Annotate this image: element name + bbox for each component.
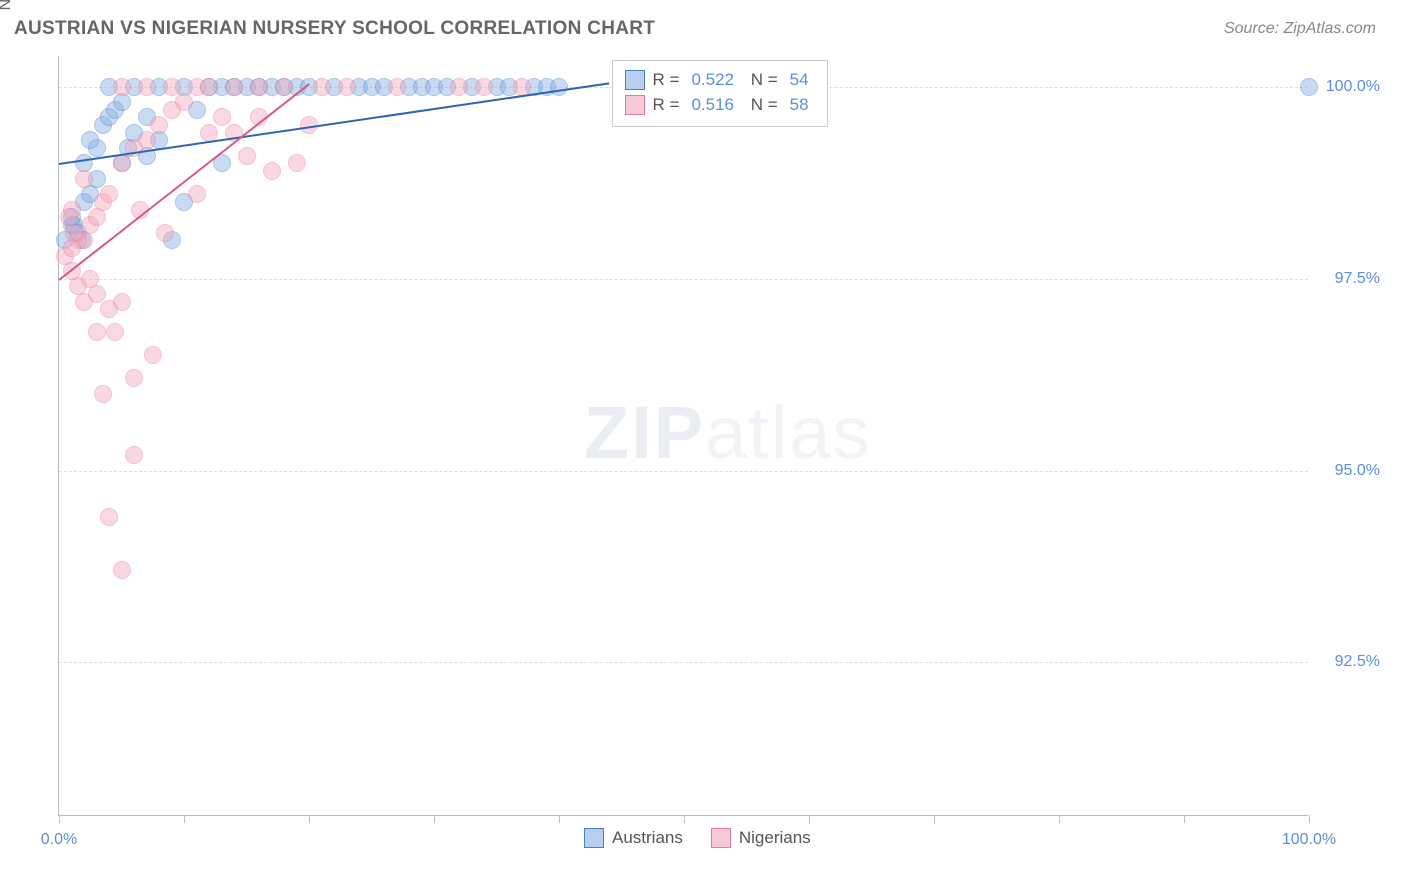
data-point xyxy=(250,78,268,96)
data-point xyxy=(65,224,83,242)
data-point xyxy=(113,561,131,579)
x-tick-label: 100.0% xyxy=(1282,831,1336,849)
data-point xyxy=(75,170,93,188)
data-point xyxy=(88,208,106,226)
legend-swatch xyxy=(625,95,645,115)
y-tick-label: 92.5% xyxy=(1316,653,1380,671)
data-point xyxy=(138,78,156,96)
data-point xyxy=(125,369,143,387)
data-point xyxy=(388,78,406,96)
legend-swatch xyxy=(711,828,731,848)
legend-r-label: R = xyxy=(653,67,680,93)
data-point xyxy=(238,147,256,165)
plot-area: ZIPatlas 92.5%95.0%97.5%100.0%0.0%100.0%… xyxy=(58,56,1308,816)
data-point xyxy=(1300,78,1318,96)
data-point xyxy=(63,239,81,257)
data-point xyxy=(263,162,281,180)
data-point xyxy=(88,285,106,303)
legend-r-value: 0.516 xyxy=(691,92,734,118)
chart-header: AUSTRIAN VS NIGERIAN NURSERY SCHOOL CORR… xyxy=(0,0,1406,50)
data-point xyxy=(338,78,356,96)
legend-row: R = 0.522 N = 54 xyxy=(625,67,813,93)
x-tick xyxy=(934,815,935,823)
legend-n-value: 54 xyxy=(790,67,809,93)
y-tick-label: 95.0% xyxy=(1316,462,1380,480)
data-point xyxy=(163,78,181,96)
data-point xyxy=(475,78,493,96)
data-point xyxy=(113,154,131,172)
legend-swatch xyxy=(625,70,645,90)
x-tick xyxy=(309,815,310,823)
data-point xyxy=(106,323,124,341)
data-point xyxy=(113,293,131,311)
data-point xyxy=(275,78,293,96)
data-point xyxy=(81,131,99,149)
gridline xyxy=(59,471,1308,472)
data-point xyxy=(150,116,168,134)
data-point xyxy=(550,78,568,96)
legend-r-label: R = xyxy=(653,92,680,118)
watermark: ZIPatlas xyxy=(584,390,871,475)
series-legend: Austrians Nigerians xyxy=(584,828,811,848)
legend-n-value: 58 xyxy=(790,92,809,118)
data-point xyxy=(100,508,118,526)
x-tick-label: 0.0% xyxy=(41,831,77,849)
data-point xyxy=(88,323,106,341)
x-tick xyxy=(1184,815,1185,823)
data-point xyxy=(125,446,143,464)
data-point xyxy=(213,108,231,126)
series-legend-label: Nigerians xyxy=(739,828,811,848)
data-point xyxy=(188,185,206,203)
data-point xyxy=(60,208,78,226)
x-tick xyxy=(184,815,185,823)
x-tick xyxy=(809,815,810,823)
data-point xyxy=(100,185,118,203)
gridline xyxy=(59,662,1308,663)
data-point xyxy=(113,93,131,111)
x-tick xyxy=(1059,815,1060,823)
data-point xyxy=(94,385,112,403)
data-point xyxy=(200,78,218,96)
x-tick xyxy=(434,815,435,823)
data-point xyxy=(113,78,131,96)
data-point xyxy=(288,154,306,172)
y-axis-label: Nursery School xyxy=(0,0,15,10)
chart-source: Source: ZipAtlas.com xyxy=(1224,20,1376,38)
x-tick xyxy=(559,815,560,823)
series-legend-item: Austrians xyxy=(584,828,683,848)
legend-r-value: 0.522 xyxy=(691,67,734,93)
x-tick xyxy=(1309,815,1310,823)
data-point xyxy=(450,78,468,96)
legend-swatch xyxy=(584,828,604,848)
y-tick-label: 97.5% xyxy=(1316,270,1380,288)
correlation-legend: R = 0.522 N = 54 R = 0.516 N = 58 xyxy=(612,60,828,127)
legend-n-label: N = xyxy=(746,92,778,118)
data-point xyxy=(144,346,162,364)
data-point xyxy=(138,131,156,149)
data-point xyxy=(156,224,174,242)
legend-row: R = 0.516 N = 58 xyxy=(625,92,813,118)
series-legend-item: Nigerians xyxy=(711,828,811,848)
data-point xyxy=(313,78,331,96)
x-tick xyxy=(59,815,60,823)
y-tick-label: 100.0% xyxy=(1316,78,1380,96)
series-legend-label: Austrians xyxy=(612,828,683,848)
x-tick xyxy=(684,815,685,823)
data-point xyxy=(175,93,193,111)
data-point xyxy=(513,78,531,96)
legend-n-label: N = xyxy=(746,67,778,93)
chart-title: AUSTRIAN VS NIGERIAN NURSERY SCHOOL CORR… xyxy=(14,18,655,40)
gridline xyxy=(59,279,1308,280)
data-point xyxy=(225,78,243,96)
